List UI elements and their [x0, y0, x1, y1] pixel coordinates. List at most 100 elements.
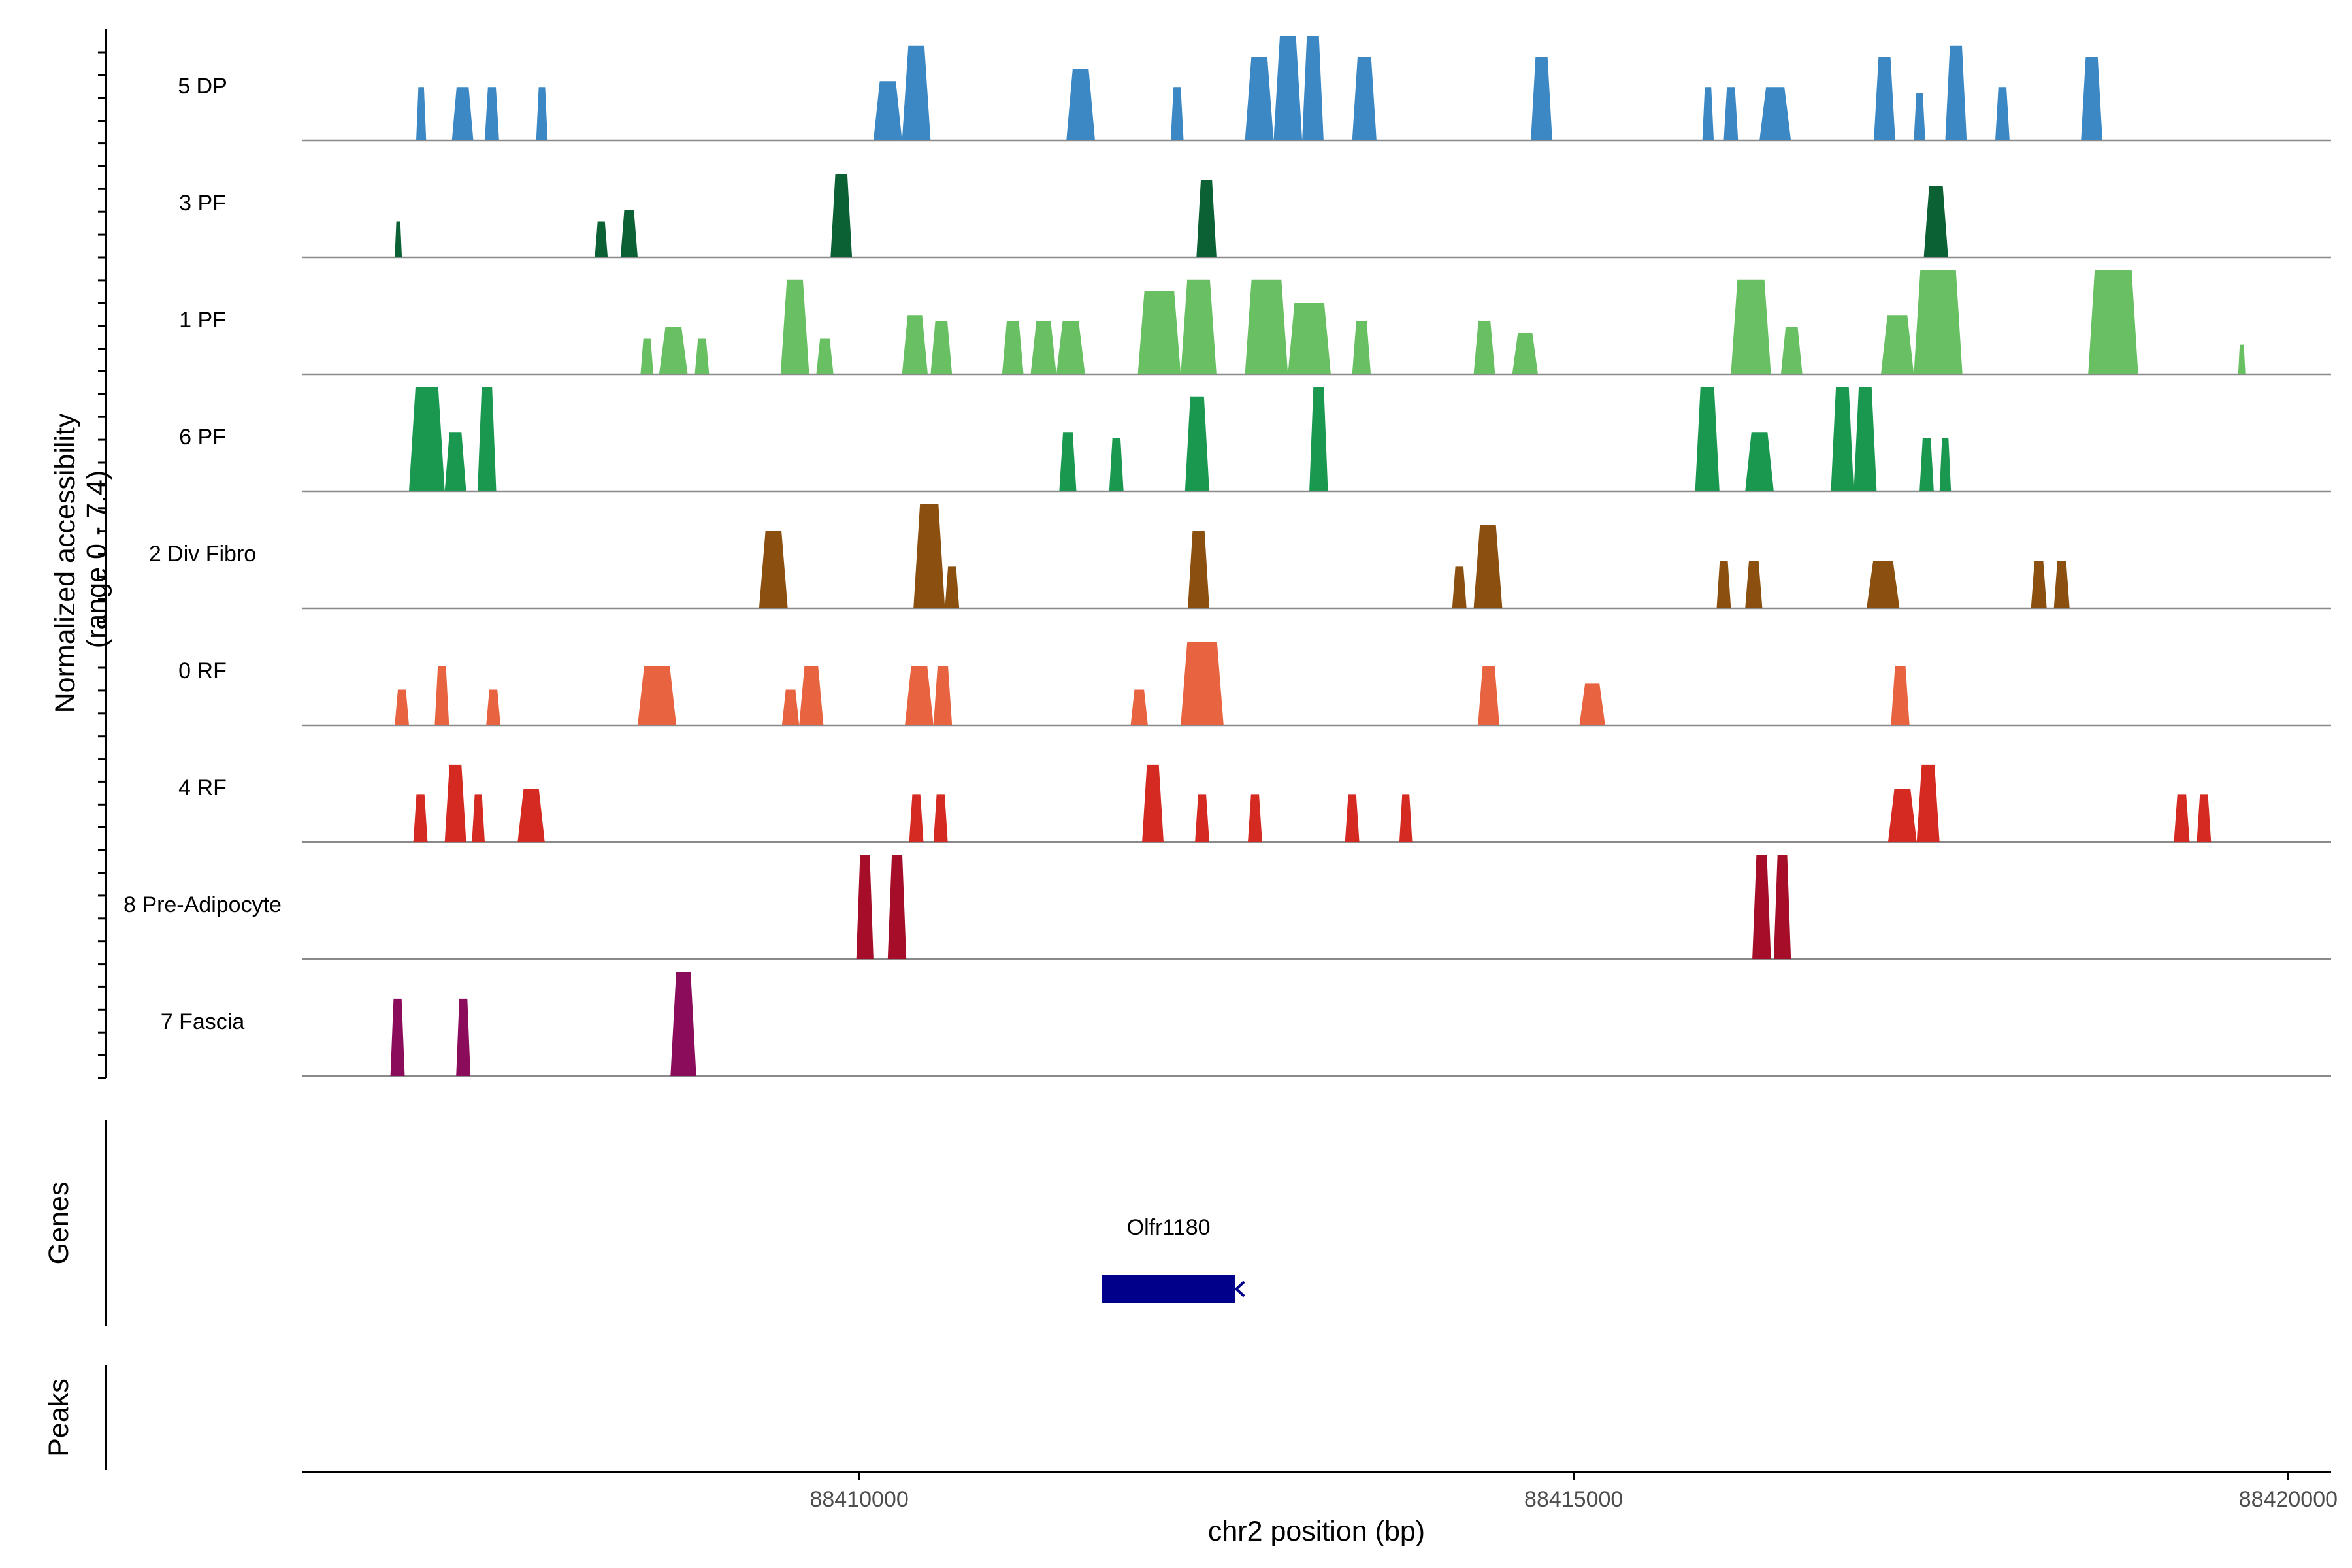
- x-axis-label: chr2 position (bp): [1208, 1516, 1425, 1547]
- peak: [1745, 561, 1763, 608]
- peak: [902, 315, 928, 374]
- peak: [395, 689, 409, 725]
- y-axis-label: Normalized accessibility (range 0 - 7.4): [50, 406, 112, 713]
- peak: [1352, 57, 1377, 140]
- peak: [1759, 87, 1791, 140]
- peak: [670, 972, 696, 1076]
- peak: [517, 789, 545, 842]
- peak: [1030, 321, 1056, 374]
- peak: [2197, 794, 2212, 842]
- peak: [694, 338, 710, 374]
- peak: [485, 87, 499, 140]
- peak: [2031, 561, 2047, 608]
- peak: [1002, 321, 1024, 374]
- peak: [930, 321, 953, 374]
- peak: [1716, 561, 1731, 608]
- peak: [1473, 525, 1503, 608]
- peak: [536, 87, 548, 140]
- track-label: 4 RF: [178, 776, 227, 800]
- peak: [1919, 438, 1934, 491]
- peak: [1745, 432, 1774, 491]
- peak: [1702, 87, 1714, 140]
- peak: [1302, 36, 1324, 140]
- peak: [659, 327, 688, 374]
- peak: [856, 855, 874, 959]
- peak: [1891, 666, 1910, 725]
- gene-olfr1180: Olfr1180: [1102, 1215, 1245, 1303]
- peak: [478, 387, 497, 491]
- genes-panel-label: Genes: [43, 1182, 74, 1265]
- peak: [620, 210, 638, 257]
- track-7-fascia: 7 Fascia: [161, 972, 2331, 1077]
- peak: [933, 794, 948, 842]
- track-label: 2 Div Fibro: [149, 542, 256, 566]
- peak: [2081, 57, 2102, 140]
- peak: [1245, 57, 1274, 140]
- track-3-pf: 3 PF: [179, 174, 2331, 259]
- peak: [902, 45, 931, 140]
- peak: [816, 338, 834, 374]
- track-label: 6 PF: [179, 425, 226, 449]
- y-axis-label-line-2: (range 0 - 7.4): [81, 470, 112, 648]
- peak: [1181, 642, 1224, 725]
- peak: [1478, 666, 1499, 725]
- peak: [913, 504, 945, 608]
- peak: [945, 566, 960, 608]
- peak: [1916, 764, 1940, 842]
- track-8-pre-adipocyte: 8 Pre-Adipocyte: [123, 855, 2331, 960]
- peak: [1399, 794, 1413, 842]
- x-tick-label: 88415000: [1524, 1487, 1623, 1512]
- peak: [1142, 764, 1164, 842]
- x-tick-label: 88420000: [2239, 1487, 2338, 1512]
- peak: [1831, 387, 1854, 491]
- peak: [1473, 321, 1495, 374]
- track-0-rf: 0 RF: [178, 642, 2331, 727]
- track-2-div-fibro: 2 Div Fibro: [149, 504, 2331, 610]
- peak: [1109, 438, 1124, 491]
- x-tick-label: 88410000: [809, 1487, 908, 1512]
- peak: [1056, 321, 1085, 374]
- peak: [1887, 789, 1917, 842]
- peak: [1854, 387, 1877, 491]
- track-4-rf: 4 RF: [178, 764, 2331, 843]
- coverage-tracks: 5 DP 3 PF 1 PF 6 PF 2 Div Fibro 0 RF 4 RF 8 Pre…: [123, 36, 2331, 1077]
- peak: [1181, 279, 1217, 374]
- peak: [1188, 531, 1209, 608]
- peak: [416, 87, 427, 140]
- peak: [1723, 87, 1739, 140]
- peak: [1245, 279, 1288, 374]
- peak: [2088, 270, 2138, 374]
- peak: [2053, 561, 2070, 608]
- peak: [933, 666, 953, 725]
- peak: [1752, 855, 1771, 959]
- peak: [909, 794, 924, 842]
- peak: [887, 855, 907, 959]
- track-label: 0 RF: [178, 659, 227, 683]
- peak: [1881, 315, 1914, 374]
- peak: [1184, 396, 1209, 491]
- genes-panel: Genes Olfr1180: [43, 1120, 1245, 1326]
- peak: [781, 689, 800, 725]
- peak: [1945, 45, 1967, 140]
- peak: [1512, 333, 1538, 374]
- peak: [444, 764, 466, 842]
- peak: [1066, 69, 1095, 140]
- peak: [1452, 566, 1467, 608]
- peak: [1273, 36, 1303, 140]
- track-label: 1 PF: [179, 308, 226, 333]
- peak: [444, 432, 466, 491]
- peak: [472, 794, 485, 842]
- peak: [759, 531, 788, 608]
- track-label: 7 Fascia: [161, 1009, 245, 1034]
- peak: [1248, 794, 1262, 842]
- peak: [486, 689, 500, 725]
- peak: [1059, 432, 1077, 491]
- peak: [1531, 57, 1552, 140]
- track-label: 5 DP: [178, 74, 227, 99]
- strand-arrow-icon: [1234, 1281, 1245, 1298]
- peak: [390, 998, 405, 1076]
- track-label: 3 PF: [179, 191, 226, 216]
- peak: [1130, 689, 1148, 725]
- peak: [2174, 794, 2190, 842]
